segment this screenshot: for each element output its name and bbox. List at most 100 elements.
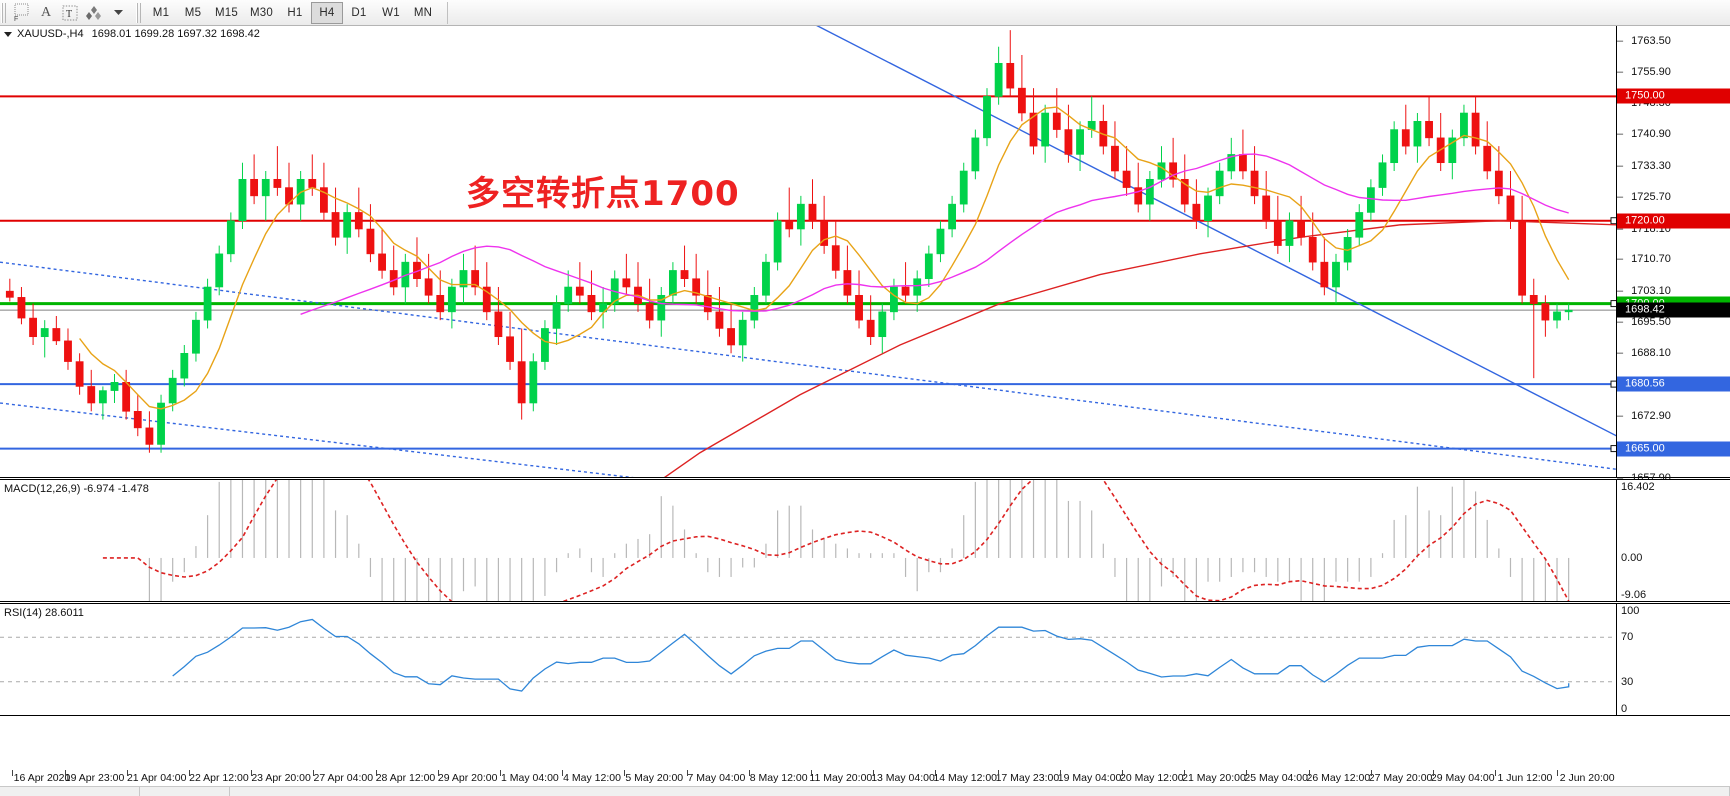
candle (971, 137, 980, 172)
candle (122, 381, 131, 412)
level-anchor-handle[interactable] (1610, 217, 1617, 225)
time-axis-label: 21 May 20:00 (1182, 772, 1246, 784)
candle (808, 203, 817, 222)
rsi-pane[interactable]: RSI(14) 28.6011 100 70 30 0 (0, 603, 1730, 716)
candle (1529, 294, 1538, 304)
timeframe-m15[interactable]: M15 (215, 6, 238, 19)
price-level-tag-resistance[interactable]: 1750.00 (1617, 88, 1730, 104)
timeframe-toolbar-grip[interactable] (136, 2, 143, 23)
time-axis-separator (1370, 770, 1372, 776)
candle (1227, 154, 1236, 172)
candle (506, 336, 514, 362)
text-label-a-icon[interactable]: A (40, 4, 52, 20)
candle (1413, 120, 1422, 147)
candle (1494, 170, 1503, 197)
level-anchor-handle[interactable] (1610, 445, 1617, 453)
candle (250, 178, 259, 197)
level-anchor-handle[interactable] (1610, 380, 1617, 388)
price-plot[interactable]: 多空转折点1700 (0, 26, 1617, 477)
timeframe-h1[interactable]: H1 (287, 6, 303, 19)
objects-icon[interactable] (82, 2, 106, 24)
rsi-plot[interactable]: RSI(14) 28.6011 (0, 604, 1617, 715)
timeframe-w1[interactable]: W1 (382, 6, 400, 19)
price-level-tag-support[interactable]: 1665.00 (1617, 441, 1730, 457)
time-axis-label: 23 Apr 20:00 (251, 772, 311, 784)
time-axis-separator (1308, 770, 1310, 776)
chart-area[interactable]: 多空转折点1700 –1763.50–1755.90–1748.30–1740.… (0, 26, 1730, 770)
candle (1157, 162, 1166, 180)
chart-menu-caret-icon[interactable] (4, 31, 12, 37)
level-anchor-handle[interactable] (1610, 300, 1617, 308)
price-tick: –1763.50 (1617, 34, 1671, 47)
svg-text:T: T (66, 9, 72, 20)
candle (1006, 62, 1015, 89)
time-axis-label: 14 May 12:00 (933, 772, 998, 784)
price-level-tag-resistance[interactable]: 1720.00 (1617, 213, 1730, 229)
candle (29, 317, 37, 338)
time-axis-label: 27 May 20:00 (1368, 772, 1433, 784)
candle (1332, 261, 1340, 288)
candle (855, 294, 863, 321)
macd-plot[interactable]: MACD(12,26,9) -6.974 -1.478 (0, 480, 1617, 601)
candle (820, 220, 829, 246)
price-pane[interactable]: 多空转折点1700 –1763.50–1755.90–1748.30–1740.… (0, 26, 1730, 484)
candle (1239, 154, 1247, 172)
time-axis-label: 27 Apr 04:00 (313, 772, 374, 784)
rsi-tick: 100 (1621, 605, 1640, 617)
svg-text:F: F (14, 16, 18, 22)
timeframe-m1[interactable]: M1 (152, 6, 170, 19)
candlestick-series (5, 30, 1573, 453)
price-tick: –1688.10 (1617, 346, 1671, 359)
timeframe-m30[interactable]: M30 (249, 6, 273, 19)
price-scale[interactable]: –1763.50–1755.90–1748.30–1740.90–1733.30… (1617, 26, 1730, 484)
price-tick: –1695.50 (1617, 316, 1671, 329)
macd-tick: 16.402 (1621, 481, 1655, 493)
candle (1262, 195, 1271, 222)
time-axis-separator (1121, 770, 1123, 776)
timeframe-mn[interactable]: MN (413, 6, 433, 19)
candle (785, 220, 794, 230)
timeframe-m5[interactable]: M5 (184, 6, 202, 19)
timeframe-h4[interactable]: H4 (310, 1, 343, 24)
candle (1378, 162, 1387, 188)
candle (564, 286, 573, 304)
candle (354, 212, 363, 230)
macd-histogram (148, 480, 1570, 601)
rsi-line (172, 618, 1570, 692)
time-axis[interactable]: 16 Apr 2020 19 Apr 23:00 21 Apr 04:00 22 Ap… (0, 770, 1730, 786)
candle (447, 286, 456, 313)
macd-pane[interactable]: MACD(12,26,9) -6.974 -1.478 16.402 0.00 -9… (0, 479, 1730, 602)
candle (541, 328, 549, 362)
time-axis-separator (313, 770, 315, 776)
candle (261, 178, 270, 197)
time-axis-separator (251, 770, 253, 776)
timeframe-d1[interactable]: D1 (351, 6, 367, 19)
time-axis-separator (1184, 770, 1186, 776)
objects-dropdown-icon[interactable] (106, 2, 130, 24)
time-axis-label: 11 May 20:00 (809, 772, 873, 784)
crosshair-f-icon[interactable]: F (10, 2, 34, 24)
rsi-tick: 70 (1621, 631, 1634, 644)
candle (482, 286, 491, 313)
price-level-tag-last-price[interactable]: 1698.42 (1617, 302, 1730, 318)
candle (1064, 129, 1073, 155)
candle (1052, 112, 1061, 130)
candle (1355, 212, 1364, 238)
candle (1122, 170, 1131, 188)
candle (936, 228, 945, 255)
candle (215, 253, 224, 288)
candle (1076, 129, 1084, 155)
candle (145, 427, 154, 445)
toolbar-grip[interactable] (1, 2, 8, 23)
price-tick: –1725.70 (1617, 191, 1671, 204)
text-box-t-icon[interactable]: T (58, 2, 82, 24)
time-axis-label: 5 May 20:00 (625, 772, 684, 784)
candle (692, 278, 701, 296)
symbol-name: XAUUSD-,H4 (17, 28, 84, 40)
price-level-tag-support[interactable]: 1680.56 (1617, 376, 1730, 392)
candle (320, 187, 328, 213)
trendline[interactable] (0, 402, 1617, 477)
candle (1564, 309, 1573, 313)
candle (1285, 220, 1294, 246)
trendline[interactable] (0, 261, 1617, 470)
